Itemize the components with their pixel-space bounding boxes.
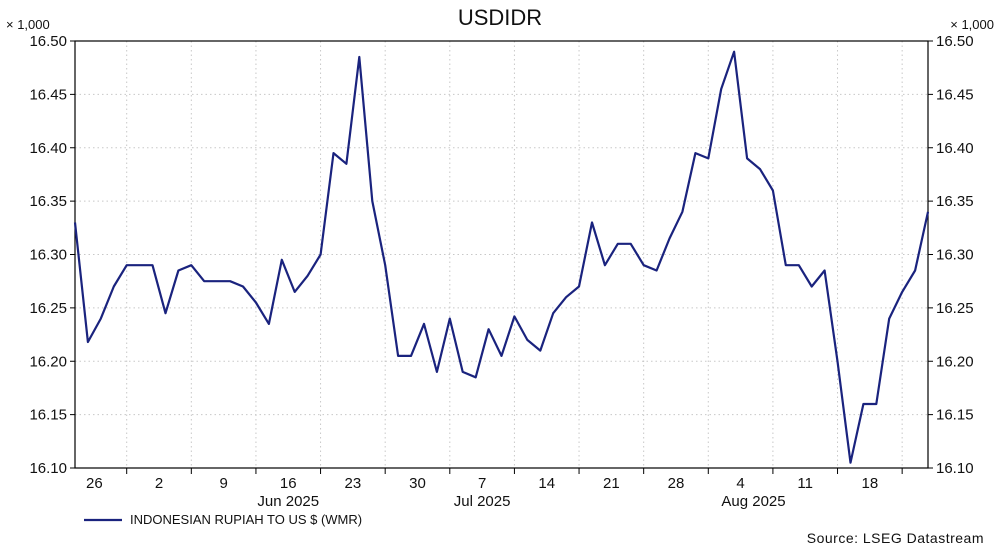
x-tick-label: 9 — [219, 475, 227, 492]
chart-title: USDIDR — [458, 5, 542, 30]
x-tick-label: 28 — [668, 475, 685, 492]
source-note: Source: LSEG Datastream — [807, 530, 984, 546]
y-tick-label-right: 16.20 — [936, 353, 974, 370]
legend-label: INDONESIAN RUPIAH TO US $ (WMR) — [130, 512, 362, 527]
x-month-label: Aug 2025 — [721, 493, 785, 510]
y-tick-label-left: 16.50 — [29, 33, 67, 50]
series-layer — [73, 50, 930, 464]
x-tick-label: 21 — [603, 475, 620, 492]
left-unit-label: × 1,000 — [6, 17, 50, 32]
x-month-label: Jun 2025 — [257, 493, 319, 510]
x-ticks: 26 2 9 16 23 30 7 14 21 28 4 11 18 Jun 2025 Jul 2025 Au… — [86, 468, 903, 510]
x-tick-label: 11 — [797, 475, 813, 492]
y-tick-label-left: 16.35 — [29, 193, 67, 210]
y-tick-label-right: 16.30 — [936, 247, 974, 264]
grid-lines — [75, 41, 928, 468]
y-tick-label-right: 16.35 — [936, 193, 974, 210]
y-tick-label-right: 16.10 — [936, 460, 974, 477]
y-tick-label-right: 16.45 — [936, 86, 974, 103]
y-tick-label-left: 16.10 — [29, 460, 67, 477]
right-unit-label: × 1,000 — [950, 17, 994, 32]
y-tick-label-right: 16.50 — [936, 33, 974, 50]
series-line-usdidr — [73, 50, 930, 464]
y-tick-label-right: 16.25 — [936, 300, 974, 317]
y-tick-label-left: 16.25 — [29, 300, 67, 317]
x-tick-label: 16 — [280, 475, 297, 492]
x-tick-label: 23 — [345, 475, 362, 492]
x-tick-label: 30 — [409, 475, 426, 492]
y-tick-label-left: 16.20 — [29, 353, 67, 370]
x-tick-label: 14 — [538, 475, 555, 492]
y-tick-label-right: 16.15 — [936, 407, 974, 424]
y-tick-label-right: 16.40 — [936, 140, 974, 157]
y-tick-label-left: 16.30 — [29, 247, 67, 264]
x-month-label: Jul 2025 — [454, 493, 511, 510]
y-tick-label-left: 16.40 — [29, 140, 67, 157]
x-tick-label: 7 — [478, 475, 486, 492]
y-tick-label-left: 16.15 — [29, 407, 67, 424]
y-tick-label-left: 16.45 — [29, 86, 67, 103]
x-tick-label: 18 — [861, 475, 878, 492]
y-ticks: 16.50 16.50 16.45 16.45 16.40 16.40 16.35 16.35… — [29, 33, 973, 477]
x-tick-label: 4 — [736, 475, 744, 492]
x-tick-label: 2 — [155, 475, 163, 492]
x-tick-label: 26 — [86, 475, 103, 492]
